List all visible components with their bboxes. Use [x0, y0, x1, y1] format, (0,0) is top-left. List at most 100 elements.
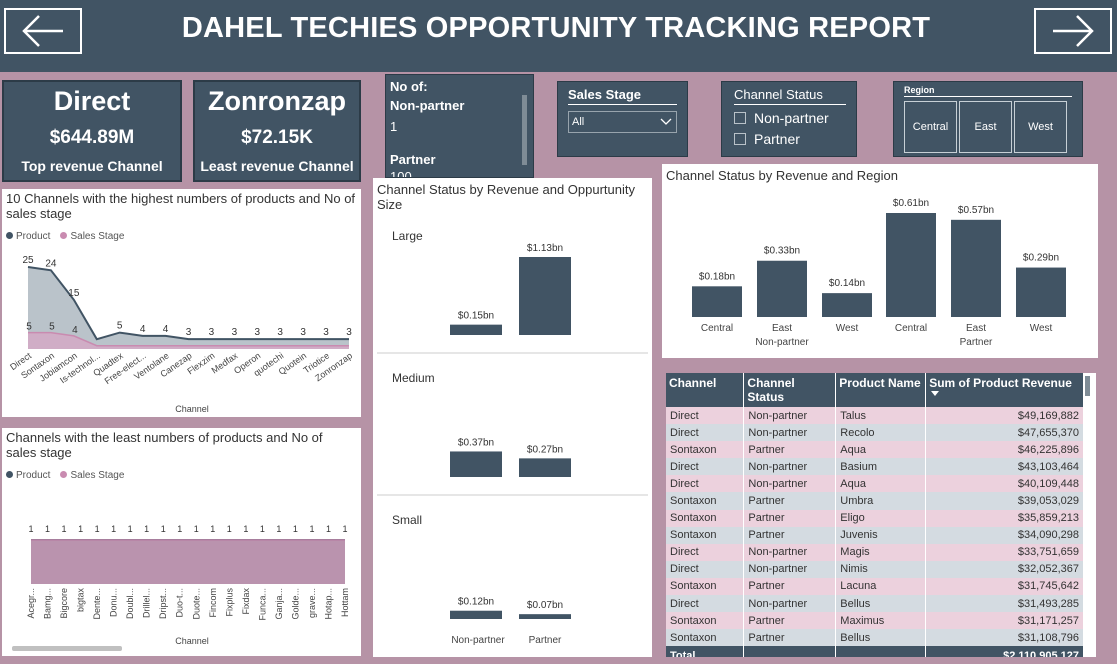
- table-cell: Non-partner: [743, 424, 837, 442]
- product-data-label: 3: [186, 327, 192, 338]
- table-cell: $47,655,370: [925, 424, 1084, 442]
- checkbox-partner[interactable]: Partner: [734, 131, 844, 147]
- table-cell: $31,108,796: [925, 629, 1084, 647]
- next-page-button[interactable]: [1034, 8, 1112, 54]
- column-header[interactable]: Channel: [666, 373, 745, 407]
- group-label: Non-partner: [755, 337, 809, 348]
- product-data-label: 1: [144, 524, 149, 534]
- sales-stage-dropdown[interactable]: All: [568, 111, 677, 133]
- table-cell: $49,169,882: [925, 407, 1084, 425]
- table-row: Direct Non-partner Recolo $47,655,370: [666, 424, 1084, 442]
- kpi-value: $644.89M: [49, 127, 135, 148]
- column-header[interactable]: Channel Status: [743, 373, 837, 407]
- revenue-bar: [519, 458, 571, 477]
- table-cell: Direct: [666, 475, 745, 493]
- opportunity-size-label: Small: [392, 513, 422, 527]
- column-header[interactable]: Sum of Product Revenue: [925, 373, 1084, 407]
- category-tick-label: Doubl...: [125, 588, 135, 619]
- product-data-label: 1: [62, 524, 67, 534]
- category-tick-label: Hotap...: [323, 588, 333, 620]
- category-tick-label: Bigcore: [59, 588, 69, 619]
- category-tick-label: bigtax: [76, 588, 86, 613]
- least-channels-chart: Channels with the least numbers of produ…: [2, 428, 361, 656]
- table-cell: Bellus: [835, 595, 927, 613]
- table-cell: Direct: [666, 543, 745, 561]
- table-cell: Direct: [666, 458, 745, 476]
- chart-title: Channel Status by Revenue and Oppurtunit…: [377, 182, 636, 212]
- revenue-bar: [450, 324, 502, 335]
- product-data-label: 1: [227, 524, 232, 534]
- group-label: Partner: [960, 337, 993, 348]
- region-title: Region: [904, 85, 1072, 97]
- product-data-label: 1: [276, 524, 281, 534]
- table-cell: $31,171,257: [925, 612, 1084, 630]
- product-data-label: 4: [163, 324, 169, 335]
- column-header[interactable]: Product Name: [835, 373, 927, 407]
- category-tick-label: Central: [701, 323, 733, 334]
- table-cell: Direct: [666, 407, 745, 425]
- table-row: Sontaxon Partner Aqua $46,225,896: [666, 441, 1084, 459]
- product-data-label: 24: [45, 258, 57, 269]
- no-of-card[interactable]: No of: Non-partner 1 Partner 100: [385, 74, 534, 178]
- legend-label: Sales Stage: [70, 470, 125, 481]
- product-data-label: 1: [326, 524, 331, 534]
- table-cell: Non-partner: [743, 407, 837, 425]
- table-cell: $34,090,298: [925, 526, 1084, 544]
- table-cell: Non-partner: [743, 543, 837, 561]
- category-tick-label: West: [1030, 323, 1053, 334]
- category-tick-label: Fincom: [208, 588, 218, 618]
- horizontal-scrollbar: [12, 646, 122, 651]
- arrow-left-icon: [22, 15, 63, 47]
- checkbox-non-partner[interactable]: Non-partner: [734, 110, 844, 126]
- region-revenue-plot: $0.18bn Central $0.33bn East $0.14bn West Non-…: [692, 198, 1066, 348]
- product-data-label: 3: [323, 327, 329, 338]
- total-label: Total: [666, 646, 745, 657]
- table-cell: Juvenis: [835, 526, 927, 544]
- opportunity-size-chart: Channel Status by Revenue and Oppurtunit…: [373, 178, 652, 657]
- revenue-bar: [1016, 267, 1066, 317]
- revenue-bar: [450, 610, 502, 619]
- product-data-label: 25: [22, 255, 34, 266]
- product-data-label: 1: [78, 524, 83, 534]
- no-of-value: 1: [390, 119, 398, 134]
- scrollbar[interactable]: [522, 95, 527, 165]
- category-tick-label: grave...: [307, 588, 317, 618]
- bar-data-label: $0.14bn: [829, 278, 865, 289]
- previous-page-button[interactable]: [4, 8, 82, 54]
- checkbox-icon: [734, 112, 746, 124]
- region-button-central[interactable]: Central: [904, 101, 957, 153]
- product-data-label: 1: [28, 524, 33, 534]
- bar-data-label: $0.37bn: [458, 437, 494, 448]
- opportunity-size-label: Medium: [392, 371, 435, 385]
- revenue-bar: [951, 219, 1001, 317]
- table-row: Direct Non-partner Nimis $32,052,367: [666, 560, 1084, 578]
- no-of-title: No of:: [390, 79, 428, 94]
- table-row: Sontaxon Partner Lacuna $31,745,642: [666, 577, 1084, 596]
- product-data-label: 1: [128, 524, 133, 534]
- region-button-east[interactable]: East: [959, 101, 1012, 153]
- table-row: Direct Non-partner Magis $33,751,659: [666, 543, 1084, 561]
- revenue-table: Channel Channel Status Product Name Sum of …: [666, 373, 1096, 657]
- bar-data-label: $0.29bn: [1023, 253, 1059, 264]
- region-button-west[interactable]: West: [1014, 101, 1067, 153]
- kpi-channel-name: Zonronzap: [208, 86, 346, 116]
- product-data-label: 15: [68, 288, 80, 299]
- table-cell: Talus: [835, 407, 927, 425]
- category-tick-label: Partner: [529, 635, 562, 646]
- table-cell: Aqua: [835, 441, 927, 459]
- table-cell: Eligo: [835, 509, 927, 527]
- table-cell: $46,225,896: [925, 441, 1084, 459]
- table-cell: $43,103,464: [925, 458, 1084, 476]
- series-line-product: [27, 266, 349, 341]
- table-scrollbar[interactable]: [1085, 376, 1090, 396]
- legend-dot-icon: [6, 232, 13, 239]
- no-of-label: Non-partner: [390, 98, 465, 113]
- product-data-label: 1: [111, 524, 116, 534]
- table-cell: Sontaxon: [666, 492, 745, 510]
- kpi-channel-name: Direct: [53, 86, 131, 116]
- arrow-right-icon: [1053, 15, 1094, 47]
- sales-stage-slicer: Sales Stage All: [557, 81, 688, 157]
- series-area-sales-stage: [31, 540, 345, 584]
- product-data-label: 3: [232, 327, 238, 338]
- legend-dot-icon: [6, 471, 13, 478]
